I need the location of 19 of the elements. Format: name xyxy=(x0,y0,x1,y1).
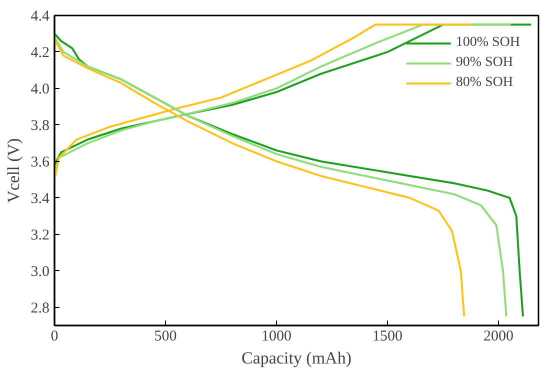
x-tick-label: 1000 xyxy=(262,328,292,344)
y-tick-label: 3.2 xyxy=(30,227,50,244)
y-tick-label: 4.0 xyxy=(30,81,50,98)
x-tick-label: 2000 xyxy=(484,328,514,344)
x-tick-label: 1500 xyxy=(372,328,403,344)
y-tick-label: 3.8 xyxy=(30,118,50,134)
y-tick-label: 3.4 xyxy=(30,190,50,207)
x-tick-label: 0 xyxy=(50,328,58,344)
y-tick-label: 4.2 xyxy=(30,44,50,61)
x-axis-title: Capacity (mAh) xyxy=(242,348,352,368)
legend-label: 80% SOH xyxy=(456,75,513,91)
legend-label: 100% SOH xyxy=(456,35,520,51)
y-tick-label: 4.4 xyxy=(30,8,50,24)
legend-label: 90% SOH xyxy=(456,55,513,71)
y-tick-label: 3.0 xyxy=(30,264,50,280)
y-tick-label: 3.6 xyxy=(30,154,50,170)
y-tick-label: 2.8 xyxy=(30,300,50,316)
y-axis-title: Vcell (V) xyxy=(4,138,23,203)
x-tick-label: 500 xyxy=(154,328,177,344)
